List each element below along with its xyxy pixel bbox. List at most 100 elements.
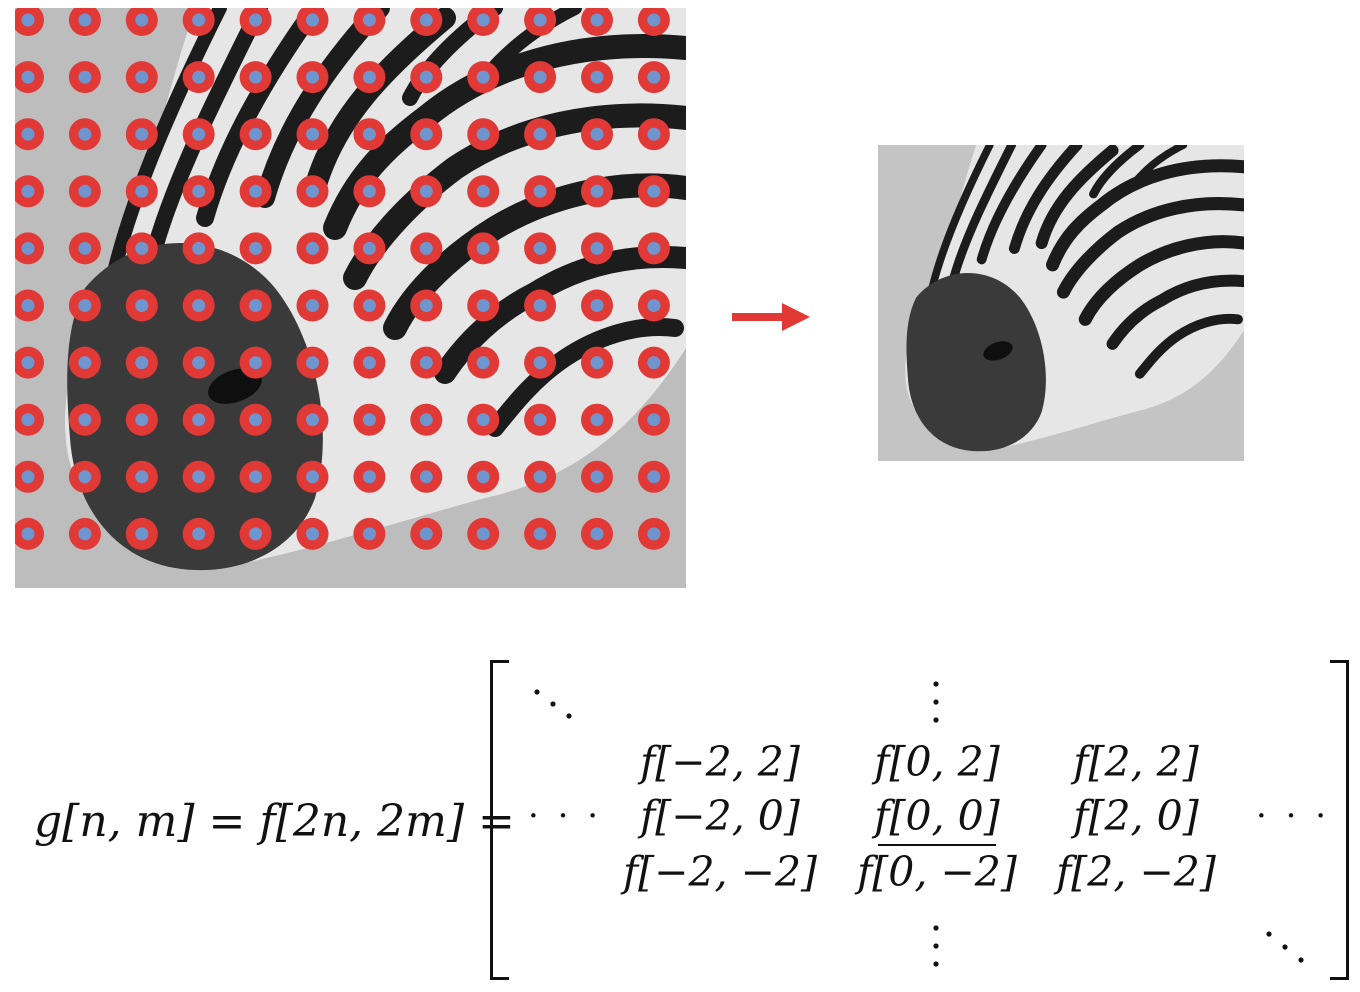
sample-point-marker [524, 403, 557, 436]
sample-point-marker [68, 289, 101, 322]
matrix-cell: f[0, 2] [874, 738, 1000, 786]
sample-point-marker [353, 118, 386, 151]
sample-point-marker [15, 175, 44, 208]
sample-point-marker [239, 460, 272, 493]
sample-point-marker [581, 289, 613, 322]
sample-point-marker [182, 289, 215, 322]
sample-point-marker [125, 8, 158, 36]
sample-point-marker [467, 118, 500, 151]
sample-point-marker [296, 61, 329, 94]
matrix-cell: f[2, 2] [1073, 738, 1199, 786]
sample-point-marker [410, 289, 443, 322]
sample-point-marker [182, 346, 215, 379]
sample-point-marker [182, 8, 215, 36]
sample-point-marker [296, 8, 329, 36]
downsampled-zebra-image [878, 145, 1244, 461]
sample-point-marker [182, 232, 215, 265]
sample-point-marker [239, 8, 272, 36]
sample-point-marker [68, 232, 101, 265]
sample-point-marker [467, 460, 500, 493]
sample-point-marker [467, 517, 500, 550]
sample-point-marker [182, 61, 215, 94]
sample-point-marker [15, 517, 44, 550]
arrow-icon [728, 300, 812, 334]
matrix-cell: f[0, −2] [857, 848, 1017, 896]
sample-point-marker [637, 460, 670, 493]
sample-point-marker [410, 61, 443, 94]
sample-point-marker [524, 232, 557, 265]
sample-point-marker [239, 403, 272, 436]
sample-point-marker [15, 460, 44, 493]
matrix-cell: f[2, 0] [1073, 792, 1199, 840]
sample-point-marker [68, 61, 101, 94]
sample-point-marker [182, 403, 215, 436]
sample-point-marker [182, 460, 215, 493]
sample-point-marker [239, 232, 272, 265]
ddots-bottom-right-icon [1266, 931, 1304, 963]
zebra-stripes [108, 8, 686, 437]
sample-point-marker [524, 517, 557, 550]
sample-point-marker [410, 346, 443, 379]
sample-point-marker [296, 346, 329, 379]
sample-point-marker [410, 8, 443, 36]
sample-point-marker [467, 8, 500, 36]
sample-point-marker [68, 460, 101, 493]
sample-point-marker [296, 175, 329, 208]
sample-point-marker [410, 460, 443, 493]
sample-point-marker [182, 175, 215, 208]
sample-point-marker [467, 232, 500, 265]
sample-point-marker [125, 289, 158, 322]
sample-point-marker [637, 517, 670, 550]
sample-point-marker [15, 61, 44, 94]
sample-point-marker [637, 232, 670, 265]
sample-point-marker [296, 517, 329, 550]
sample-point-marker [353, 175, 386, 208]
sample-point-marker [296, 289, 329, 322]
sample-point-marker [410, 403, 443, 436]
sample-point-marker [581, 517, 613, 550]
center-cell-underline [878, 844, 996, 846]
sample-point-marker [239, 517, 272, 550]
sample-point-marker [524, 289, 557, 322]
sample-point-marker [353, 289, 386, 322]
zebra-photo-with-sample-grid [15, 8, 686, 588]
sample-point-marker [524, 8, 557, 36]
sample-point-marker [524, 460, 557, 493]
sample-point-marker [524, 175, 557, 208]
sample-point-marker [637, 61, 670, 94]
sample-point-marker [467, 346, 500, 379]
sample-point-marker [524, 346, 557, 379]
sample-grid [15, 8, 670, 550]
sample-point-marker [125, 346, 158, 379]
sample-point-marker [524, 61, 557, 94]
sample-point-marker [353, 61, 386, 94]
sample-point-marker [410, 118, 443, 151]
sample-point-marker [68, 346, 101, 379]
sample-point-marker [125, 403, 158, 436]
sample-point-marker [182, 118, 215, 151]
matrix-cell: f[2, −2] [1056, 848, 1216, 896]
ddots-top-left-icon [534, 689, 572, 719]
matrix-right-hdots: · · · [1256, 796, 1331, 836]
matrix-cell-center: f[0, 0] [874, 792, 1000, 840]
sample-point-marker [239, 118, 272, 151]
sample-point-marker [581, 61, 613, 94]
sample-point-marker [68, 118, 101, 151]
sample-point-marker [467, 289, 500, 322]
sample-point-marker [467, 403, 500, 436]
sample-point-marker [637, 118, 670, 151]
sample-point-marker [353, 403, 386, 436]
matrix-right-bracket [1330, 660, 1349, 980]
sample-point-marker [15, 403, 44, 436]
sample-point-marker [581, 346, 613, 379]
sample-point-marker [410, 232, 443, 265]
sample-point-marker [467, 175, 500, 208]
sample-point-marker [637, 346, 670, 379]
sample-point-marker [182, 517, 215, 550]
sample-point-marker [125, 61, 158, 94]
sample-point-marker [353, 517, 386, 550]
sample-point-marker [410, 175, 443, 208]
sample-point-marker [15, 118, 44, 151]
sample-point-marker [581, 403, 613, 436]
sample-point-marker [15, 8, 44, 36]
